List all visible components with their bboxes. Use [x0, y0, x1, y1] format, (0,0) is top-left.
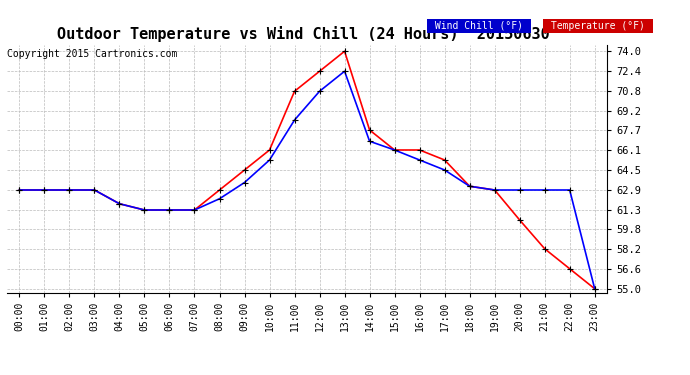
Text: Temperature (°F): Temperature (°F) [545, 21, 651, 31]
Text: Outdoor Temperature vs Wind Chill (24 Hours)  20150630: Outdoor Temperature vs Wind Chill (24 Ho… [57, 26, 550, 42]
Text: Wind Chill (°F): Wind Chill (°F) [429, 21, 529, 31]
Text: Copyright 2015 Cartronics.com: Copyright 2015 Cartronics.com [7, 49, 177, 59]
